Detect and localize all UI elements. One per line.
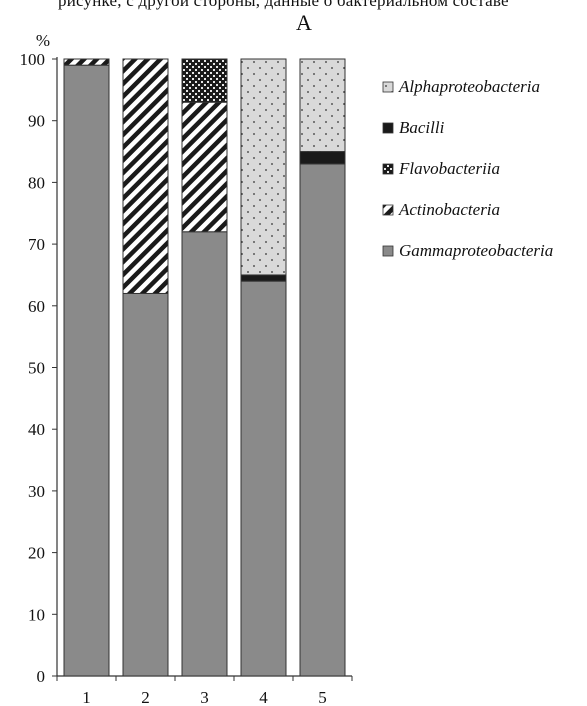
bar-segment-bacilli-4 xyxy=(240,274,287,282)
y-tick-label: 80 xyxy=(28,173,45,192)
cropped-caption-text: рисунке, с другой стороны, данные о бакт… xyxy=(0,0,587,20)
y-tick-label: 100 xyxy=(20,50,46,69)
y-tick-label: 20 xyxy=(28,544,45,563)
legend-swatch-gammaproteobacteria xyxy=(382,245,394,257)
bar-segment-alphaproteobacteria-5 xyxy=(299,58,346,153)
legend-group: Alphaproteobacteria Bacilli Flavobacteriia… xyxy=(382,77,553,260)
bar-segment-gammaproteobacteria-3 xyxy=(181,231,228,677)
legend-label-gammaproteobacteria: Gammaproteobacteria xyxy=(399,241,553,260)
bar-segment-gammaproteobacteria-5 xyxy=(299,163,346,677)
bar-segment-gammaproteobacteria-2 xyxy=(122,292,169,677)
bar-segment-actinobacteria-2 xyxy=(122,58,169,294)
x-tick-label: 2 xyxy=(141,688,150,706)
y-tick-label: 0 xyxy=(37,667,46,686)
legend-label-alphaproteobacteria: Alphaproteobacteria xyxy=(398,77,540,96)
y-tick-label: 50 xyxy=(28,359,45,378)
axes-group: 0 10 20 30 40 50 60 70 80 90 100% 1 2 3 4 5 xyxy=(20,31,353,706)
x-tick-label: 1 xyxy=(82,688,91,706)
legend-swatch-flavobacteriia xyxy=(382,163,394,175)
y-tick-label: 90 xyxy=(28,112,45,131)
panel-label: A xyxy=(296,10,312,35)
bar-segment-actinobacteria-1 xyxy=(63,58,110,66)
legend-swatch-bacilli xyxy=(382,122,394,134)
legend-label-actinobacteria: Actinobacteria xyxy=(398,200,500,219)
bar-segment-alphaproteobacteria-4 xyxy=(240,58,287,276)
legend-swatch-alphaproteobacteria xyxy=(382,81,394,93)
y-tick-label: 30 xyxy=(28,482,45,501)
y-tick-label: 10 xyxy=(28,605,45,624)
bar-segment-gammaproteobacteria-4 xyxy=(240,280,287,677)
caption-text: рисунке, с другой стороны, данные о бакт… xyxy=(58,0,509,10)
bar-segment-bacilli-5 xyxy=(299,151,346,165)
legend-label-bacilli: Bacilli xyxy=(399,118,445,137)
y-tick-label: 40 xyxy=(28,420,45,439)
x-tick-label: 5 xyxy=(318,688,327,706)
x-tick-label: 3 xyxy=(200,688,209,706)
bar-segment-flavobacteriia-3 xyxy=(181,58,228,103)
y-tick-label: 60 xyxy=(28,297,45,316)
y-axis-label: % xyxy=(36,31,50,50)
legend-label-flavobacteriia: Flavobacteriia xyxy=(398,159,500,178)
y-tick-label: 70 xyxy=(28,235,45,254)
legend-swatch-actinobacteria xyxy=(382,204,394,216)
bar-segment-gammaproteobacteria-1 xyxy=(63,64,110,677)
bars-group xyxy=(63,58,346,677)
bar-segment-actinobacteria-3 xyxy=(181,101,228,233)
x-tick-label: 4 xyxy=(259,688,268,706)
